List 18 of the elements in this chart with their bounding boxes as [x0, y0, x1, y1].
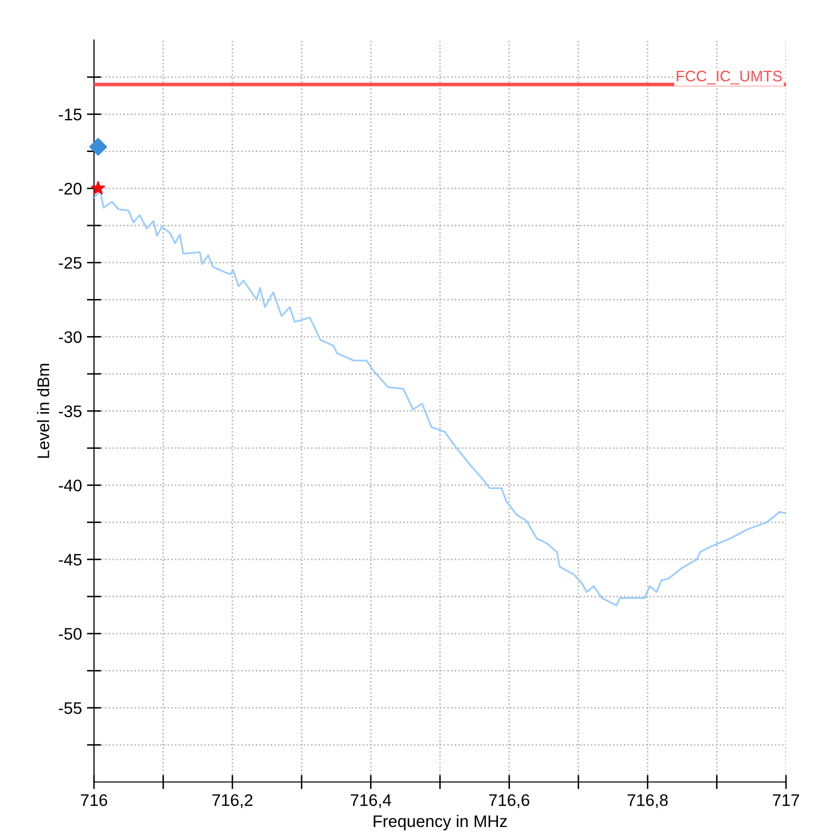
y-tick-label: -15 — [58, 108, 82, 120]
y-tick-label: -45 — [58, 554, 82, 566]
x-tick-label: 717 — [772, 794, 800, 806]
x-tick-label: 716 — [80, 794, 108, 806]
y-axis-title: Level in dBm — [37, 364, 50, 458]
y-tick-label: -30 — [58, 331, 82, 344]
x-tick-label: 716,2 — [212, 794, 252, 808]
y-tick-label: -40 — [58, 480, 82, 492]
x-axis-title: Frequency in MHz — [374, 814, 507, 830]
x-tick-label: 716,4 — [350, 794, 392, 808]
y-tick-label: -55 — [58, 702, 82, 714]
ref-line-label: FCC_IC_UMTS — [676, 70, 782, 84]
y-tick-label: -35 — [58, 405, 82, 418]
y-tick-label: -20 — [58, 182, 82, 195]
x-tick-label: 716,6 — [489, 794, 530, 808]
x-tick-label: 716,8 — [628, 794, 668, 808]
y-tick-label: -25 — [58, 257, 82, 269]
y-tick-label: -50 — [58, 628, 82, 640]
